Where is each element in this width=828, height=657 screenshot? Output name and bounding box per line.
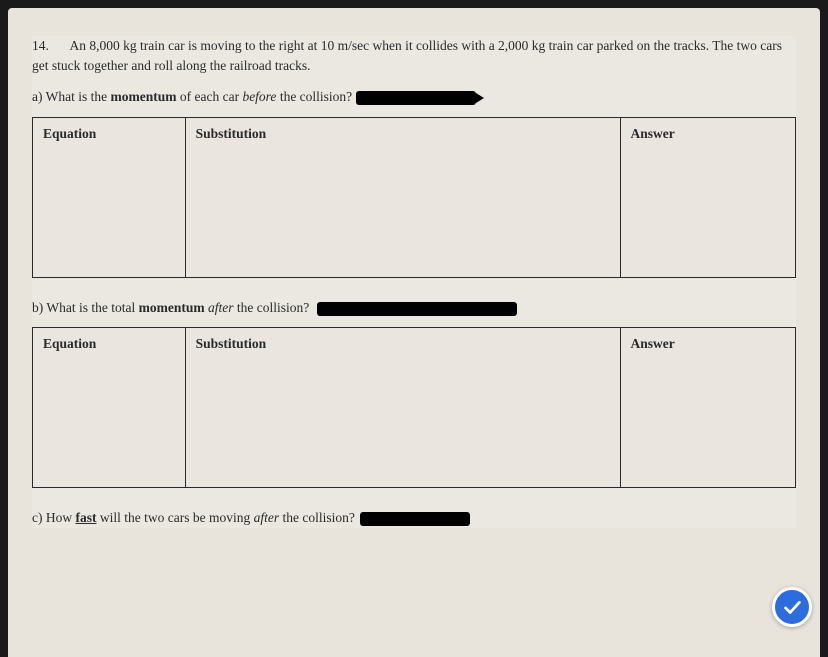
- cell-substitution: Substitution: [185, 328, 620, 488]
- part-c-prompt: c) How fast will the two cars be moving …: [32, 508, 796, 528]
- redaction-bar: [317, 302, 517, 316]
- question-body: An 8,000 kg train car is moving to the r…: [32, 38, 782, 73]
- arrow-icon: [476, 93, 484, 103]
- label-answer: Answer: [631, 126, 675, 141]
- part-a-prompt: a) What is the momentum of each car befo…: [32, 87, 796, 107]
- cell-equation: Equation: [33, 328, 186, 488]
- check-badge-icon[interactable]: [772, 587, 812, 627]
- redaction-bar: [356, 91, 476, 105]
- label-equation: Equation: [43, 126, 96, 141]
- redaction-bar: [360, 512, 470, 526]
- cell-substitution: Substitution: [185, 117, 620, 277]
- question-14: 14. An 8,000 kg train car is moving to t…: [32, 36, 796, 75]
- cell-answer: Answer: [620, 328, 796, 488]
- label-substitution: Substitution: [196, 126, 267, 141]
- cell-answer: Answer: [620, 117, 796, 277]
- label-equation: Equation: [43, 336, 96, 351]
- part-a-table: Equation Substitution Answer: [32, 117, 796, 278]
- part-b-table: Equation Substitution Answer: [32, 327, 796, 488]
- label-answer: Answer: [631, 336, 675, 351]
- question-number: 14.: [32, 36, 49, 56]
- part-b-prompt: b) What is the total momentum after the …: [32, 298, 796, 318]
- cell-equation: Equation: [33, 117, 186, 277]
- label-substitution: Substitution: [196, 336, 267, 351]
